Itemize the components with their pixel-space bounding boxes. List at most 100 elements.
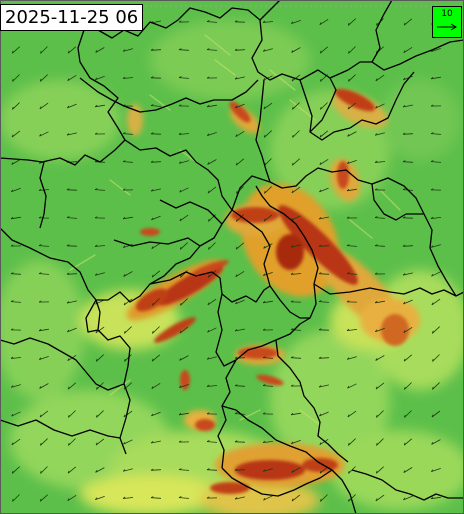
wind-arrow-head xyxy=(318,385,322,388)
wind-arrow-head xyxy=(178,76,182,78)
wind-arrow xyxy=(40,466,48,474)
wind-arrow-head xyxy=(67,358,70,361)
wind-arrow-head xyxy=(95,50,98,53)
wind-arrow-head xyxy=(39,414,42,418)
wind-arrow-head xyxy=(67,470,70,474)
wind-arrow-head xyxy=(346,216,350,219)
wind-arrow-head xyxy=(178,496,182,498)
wind-arrow xyxy=(39,131,49,137)
wind-arrow-head xyxy=(206,20,210,22)
wind-arrow-head xyxy=(432,358,434,362)
wind-arrow xyxy=(347,160,357,164)
wind-arrow-head xyxy=(94,244,98,247)
wind-arrow-head xyxy=(10,300,14,302)
wind-arrow xyxy=(124,326,132,334)
wind-arrow-head xyxy=(347,385,350,389)
wind-arrow-head xyxy=(66,301,70,304)
wind-arrow-head xyxy=(206,76,210,79)
wind-arrow-head xyxy=(262,440,266,443)
wind-arrow-head xyxy=(206,48,210,50)
wind-arrow xyxy=(235,328,245,332)
wind-arrow xyxy=(263,272,273,276)
wind-arrow xyxy=(122,497,134,499)
wind-arrow xyxy=(179,160,189,164)
wind-arrow-head xyxy=(12,78,14,82)
wind-arrow-head xyxy=(375,105,378,109)
wind-arrow-head xyxy=(262,20,266,23)
wind-arrow xyxy=(207,186,217,194)
wind-arrow-head xyxy=(11,442,14,446)
wind-arrow-head xyxy=(264,190,266,194)
wind-arrow-head xyxy=(318,356,322,359)
wind-arrow xyxy=(431,48,441,52)
wind-arrow xyxy=(39,383,49,389)
wind-arrow-head xyxy=(179,218,182,222)
wind-arrow xyxy=(151,270,161,278)
wind-arrow xyxy=(403,75,413,81)
wind-arrow-head xyxy=(151,246,154,249)
wind-arrow xyxy=(318,273,330,275)
wind-arrow xyxy=(95,75,105,81)
wind-arrow-head xyxy=(39,386,42,389)
wind-arrow xyxy=(374,217,386,219)
wind-arrow xyxy=(431,298,441,306)
wind-arrow-head xyxy=(206,496,210,499)
wind-arrow xyxy=(404,410,412,418)
wind-arrow xyxy=(403,272,413,276)
wind-arrow xyxy=(319,187,329,193)
wind-arrow xyxy=(375,132,385,136)
wind-arrow-head xyxy=(123,245,126,248)
wind-arrow-head xyxy=(95,497,98,500)
wind-arrow-head xyxy=(10,244,14,247)
wind-arrow xyxy=(67,300,77,304)
wind-arrow-head xyxy=(291,50,294,53)
wind-arrow xyxy=(262,21,274,23)
wind-arrow-head xyxy=(403,442,406,446)
wind-arrow-head xyxy=(430,245,434,248)
wind-key-value: 10 xyxy=(441,9,453,19)
wind-arrow-head xyxy=(123,302,126,306)
wind-arrow-head xyxy=(39,498,42,502)
wind-arrow xyxy=(431,76,441,80)
wind-arrow xyxy=(375,494,385,502)
wind-arrow xyxy=(348,438,356,446)
wind-arrow xyxy=(95,47,105,53)
wind-arrow-head xyxy=(207,133,210,136)
wind-arrow xyxy=(11,130,21,138)
wind-arrow-head xyxy=(179,189,182,193)
wind-arrow-head xyxy=(403,77,406,81)
wind-arrow-head xyxy=(262,328,266,331)
wind-arrow-head xyxy=(38,216,42,219)
wind-arrow-head xyxy=(206,412,210,415)
wind-arrow-head xyxy=(319,134,322,138)
wind-arrow xyxy=(319,466,329,474)
wind-arrow-head xyxy=(96,414,98,418)
wind-arrow xyxy=(123,271,133,277)
wind-arrow-head xyxy=(66,272,70,275)
wind-arrow-head xyxy=(180,302,182,306)
wind-arrow-head xyxy=(235,301,238,305)
wind-arrow-head xyxy=(235,162,238,166)
wind-arrow-head xyxy=(38,188,42,191)
wind-arrow xyxy=(403,299,413,305)
wind-arrow xyxy=(206,469,218,471)
wind-arrow-head xyxy=(207,302,210,306)
wind-arrow xyxy=(206,49,218,51)
wind-arrow-head xyxy=(178,20,182,23)
wind-arrow xyxy=(235,270,245,278)
wind-arrow-head xyxy=(348,50,350,54)
wind-arrow-head xyxy=(263,273,266,276)
wind-arrow xyxy=(67,494,77,502)
wind-arrow-head xyxy=(40,50,42,54)
wind-arrow-head xyxy=(402,244,406,247)
wind-arrow-head xyxy=(374,300,378,304)
wind-arrow-head xyxy=(403,22,406,26)
wind-arrow xyxy=(402,161,414,163)
wind-arrow-head xyxy=(430,188,434,191)
wind-arrow xyxy=(123,439,133,445)
wind-arrow-head xyxy=(347,106,350,110)
wind-arrow xyxy=(375,327,385,333)
wind-arrow xyxy=(123,468,133,472)
wind-arrow-head xyxy=(179,330,182,334)
wind-arrow xyxy=(179,355,189,361)
